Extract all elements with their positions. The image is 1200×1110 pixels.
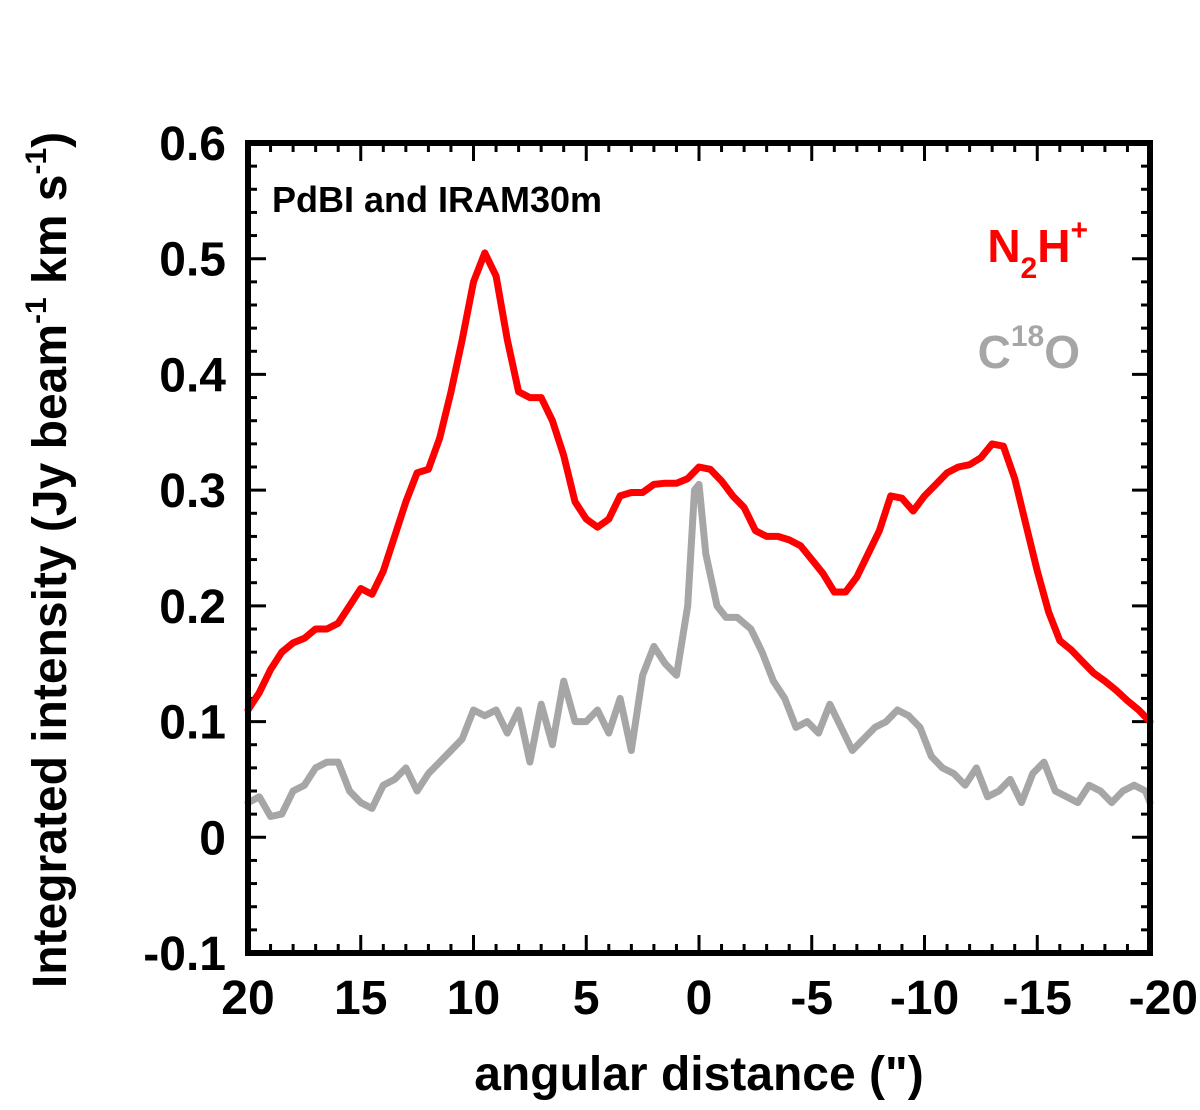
x-tick-label: -15 (1003, 972, 1072, 1025)
x-tick-label: -10 (890, 972, 959, 1025)
y-axis-label: Integrated intensity (Jy beam-1 km s-1) (20, 132, 77, 988)
y-tick-label: 0.4 (159, 349, 226, 402)
legend-text-part: N (987, 220, 1020, 272)
legend-text-part: H (1037, 220, 1070, 272)
x-tick-labels: 20 15 10 5 0 -5 -10 -15 -20 (221, 972, 1198, 1025)
legend-text-part: 2 (1021, 252, 1038, 285)
y-tick-labels: -0.1 0 0.1 0.2 0.3 0.4 0.5 0.6 (143, 118, 226, 981)
series-line-c18o (244, 480, 1154, 820)
series-lines (244, 249, 1154, 820)
legend-label-c18o: C18O (978, 320, 1080, 378)
x-tick-label: -5 (790, 972, 833, 1025)
y-axis-label-end: ) (24, 132, 77, 148)
y-tick-label: 0.5 (159, 234, 226, 287)
x-tick-label: 5 (573, 972, 600, 1025)
legend-text-part: C (978, 326, 1011, 378)
y-axis-label-mid: km s (24, 175, 77, 298)
y-axis-label-sup1: -1 (20, 297, 53, 324)
x-tick-label: -20 (1129, 972, 1198, 1025)
x-axis-label: angular distance (") (474, 1048, 924, 1101)
x-tick-label: 20 (221, 972, 274, 1025)
legend-label-n2h: N2H+ (987, 214, 1088, 285)
y-axis-label-main: Integrated intensity (Jy beam (24, 324, 77, 988)
legend-text-part: O (1044, 326, 1080, 378)
x-tick-label: 15 (334, 972, 387, 1025)
legend: N2H+ C18O (978, 214, 1088, 378)
y-tick-label: 0.6 (159, 118, 226, 171)
y-tick-label: -0.1 (143, 928, 226, 981)
annotation-text: PdBI and IRAM30m (272, 179, 602, 220)
y-tick-label: 0 (199, 812, 226, 865)
legend-text-part: + (1070, 214, 1088, 247)
x-tick-label: 0 (686, 972, 713, 1025)
y-tick-label: 0.1 (159, 697, 226, 750)
y-tick-label: 0.2 (159, 581, 226, 634)
plot-frame (245, 140, 1153, 956)
y-tick-label: 0.3 (159, 465, 226, 518)
series-line-n2h (244, 249, 1154, 726)
x-tick-label: 10 (447, 972, 500, 1025)
legend-text-part: 18 (1011, 320, 1044, 353)
y-axis-label-sup2: -1 (20, 148, 53, 175)
